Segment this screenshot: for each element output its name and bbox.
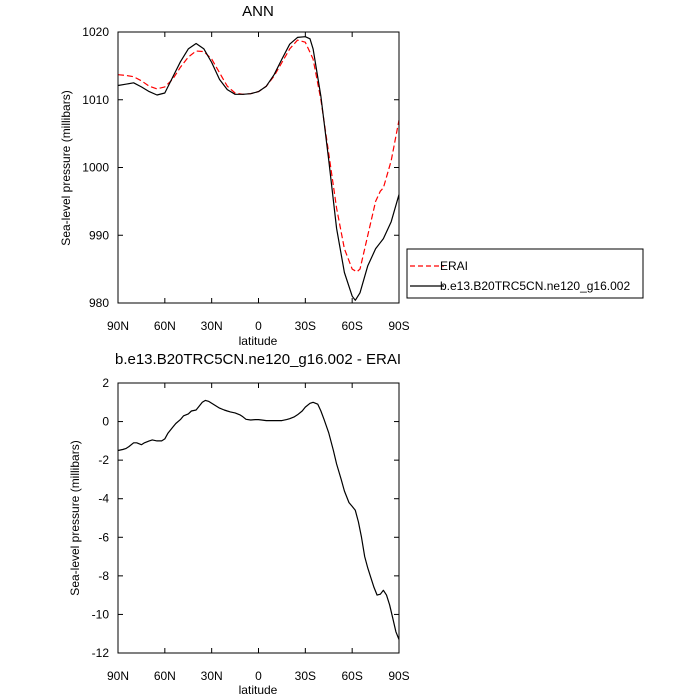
bottom-series-group (117, 399, 400, 640)
top-y-axis-label: Sea-level pressure (millibars) (59, 90, 73, 245)
top-series-line-0 (117, 39, 400, 273)
bottom-title: b.e13.B20TRC5CN.ne120_g16.002 - ERAI (115, 351, 401, 368)
top-panel: ANN latitude Sea-level pressure (milliba… (59, 3, 410, 348)
bottom-y-tick-label-6: -10 (92, 607, 110, 621)
top-series-group (117, 36, 400, 301)
bottom-panel: b.e13.B20TRC5CN.ne120_g16.002 - ERAI lat… (68, 351, 410, 697)
bottom-plot-frame (117, 382, 400, 654)
top-x-tick-label-5: 60S (341, 319, 362, 333)
bottom-y-tick-label-1: 0 (102, 415, 109, 429)
legend: ERAI b.e13.B20TRC5CN.ne120_g16.002 (406, 248, 644, 299)
top-y-tick-label-3: 1010 (82, 93, 109, 107)
bottom-x-tick-label-5: 60S (341, 669, 362, 683)
bottom-series-line-0 (117, 399, 400, 640)
bottom-x-axis-label: latitude (239, 683, 278, 697)
legend-box (406, 248, 644, 299)
top-ticks-group: 90N 60N 30N 0 30S 60S 90S 980 990 1000 1010 1020 (82, 25, 409, 333)
top-plot-frame (117, 31, 400, 304)
top-y-tick-label-0: 980 (89, 296, 109, 310)
top-x-tick-label-1: 60N (154, 319, 176, 333)
top-y-tick-label-2: 1000 (82, 161, 109, 175)
bottom-x-tick-label-4: 30S (295, 669, 316, 683)
top-title: ANN (242, 3, 274, 20)
top-x-tick-label-6: 90S (388, 319, 409, 333)
top-x-tick-label-3: 0 (255, 319, 262, 333)
top-x-tick-label-4: 30S (295, 319, 316, 333)
bottom-y-tick-label-2: -2 (98, 453, 109, 467)
bottom-x-tick-label-2: 30N (201, 669, 223, 683)
bottom-y-tick-label-4: -6 (98, 530, 109, 544)
bottom-x-tick-label-6: 90S (388, 669, 409, 683)
legend-label-erai: ERAI (440, 259, 468, 273)
bottom-y-tick-label-7: -12 (92, 646, 110, 660)
legend-label-model: b.e13.B20TRC5CN.ne120_g16.002 (440, 279, 630, 293)
top-y-tick-label-4: 1020 (82, 25, 109, 39)
bottom-y-tick-label-5: -8 (98, 569, 109, 583)
bottom-y-tick-label-3: -4 (98, 492, 109, 506)
top-x-tick-label-0: 90N (107, 319, 129, 333)
bottom-ticks-group: 90N 60N 30N 0 30S 60S 90S 2 0 -2 -4 -6 -8 -10 -12 (92, 376, 410, 683)
top-series-line-1 (117, 36, 400, 301)
top-x-tick-label-2: 30N (201, 319, 223, 333)
bottom-y-tick-label-0: 2 (102, 376, 109, 390)
top-x-axis-label: latitude (239, 334, 278, 348)
bottom-x-tick-label-0: 90N (107, 669, 129, 683)
bottom-y-axis-label: Sea-level pressure (millibars) (68, 440, 82, 595)
bottom-x-tick-label-3: 0 (255, 669, 262, 683)
top-y-tick-label-1: 990 (89, 228, 109, 242)
bottom-x-tick-label-1: 60N (154, 669, 176, 683)
